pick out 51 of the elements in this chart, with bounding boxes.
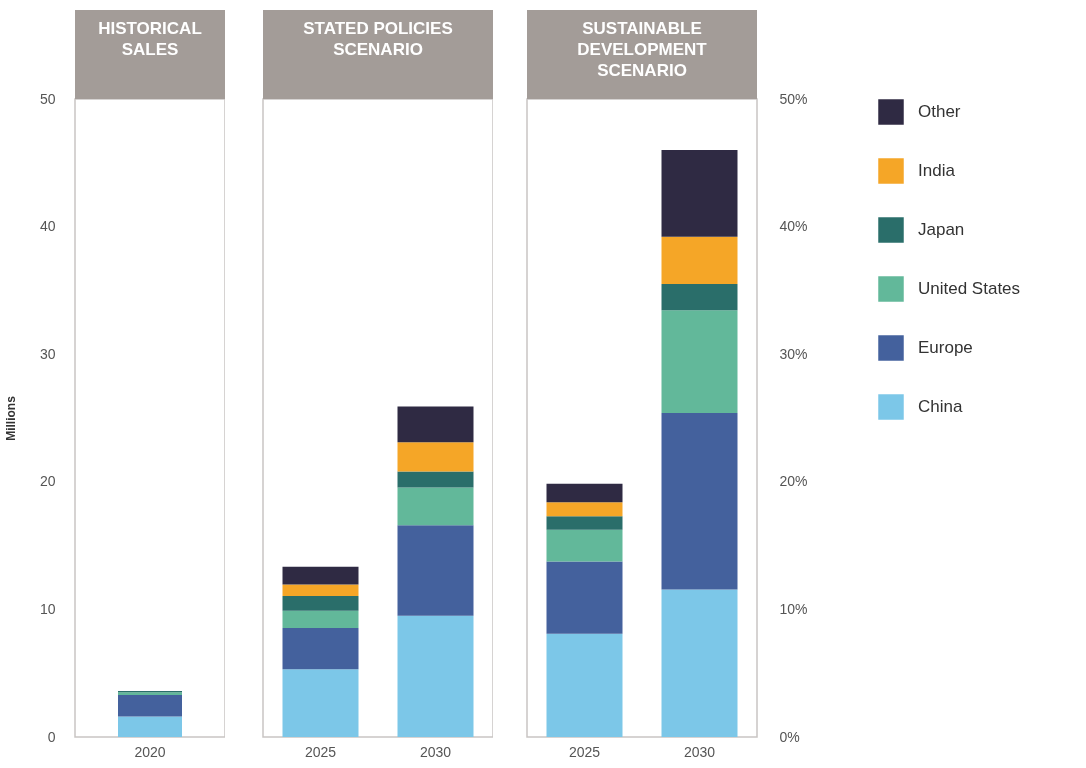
bar (282, 596, 359, 611)
y-tick-label: 40 (39, 218, 56, 235)
y-tick-label: 30 (39, 345, 56, 362)
bar (282, 566, 359, 585)
text: 0% (779, 728, 800, 745)
text: 40% (779, 218, 808, 235)
legend-label: India (918, 161, 956, 180)
text: 10% (779, 600, 808, 617)
x-tick-label: 2020 (134, 743, 166, 760)
bar (546, 516, 623, 530)
y-tick-label: 0 (47, 728, 56, 745)
bar (546, 633, 623, 737)
bar (397, 487, 474, 526)
bar (282, 584, 359, 596)
bar (397, 471, 474, 488)
bar (282, 610, 359, 628)
bar (546, 483, 623, 503)
bar (661, 589, 738, 737)
bar (397, 525, 474, 616)
y-tick-label: 20 (39, 473, 56, 490)
bar (397, 615, 474, 737)
y-axis-title: Millions (3, 395, 18, 441)
x-tick-label: 2030 (419, 743, 452, 760)
legend-label: Europe (918, 338, 973, 357)
legend-label: Japan (918, 220, 965, 239)
bar (546, 561, 623, 634)
bar (661, 150, 738, 237)
bar (397, 442, 474, 472)
text: 30% (779, 345, 808, 362)
legend-label: Other (918, 102, 961, 121)
bar (661, 310, 738, 413)
legend-label: United States (918, 279, 1021, 298)
chart-title: SUSTAINABLE DEVELOPMENT SCENARIO (527, 10, 757, 99)
bar (661, 412, 738, 590)
text: 20% (779, 473, 808, 490)
x-tick-label: 2030 (683, 743, 716, 760)
chart-title: HISTORICAL SALES (75, 10, 225, 99)
bar (546, 502, 623, 517)
x-tick-label: 2025 (304, 743, 337, 760)
bar (282, 669, 359, 737)
text: 50% (779, 90, 808, 107)
bar (661, 236, 738, 285)
bar (397, 406, 474, 443)
y-tick-label: 50 (39, 90, 56, 107)
x-tick-label: 2025 (568, 743, 601, 760)
legend-label: China (918, 397, 963, 416)
y-tick-label: 10 (39, 600, 56, 617)
bar (282, 627, 359, 670)
chart-title: STATED POLICIES SCENARIO (263, 10, 493, 99)
bar (546, 529, 623, 562)
bar (661, 284, 738, 311)
